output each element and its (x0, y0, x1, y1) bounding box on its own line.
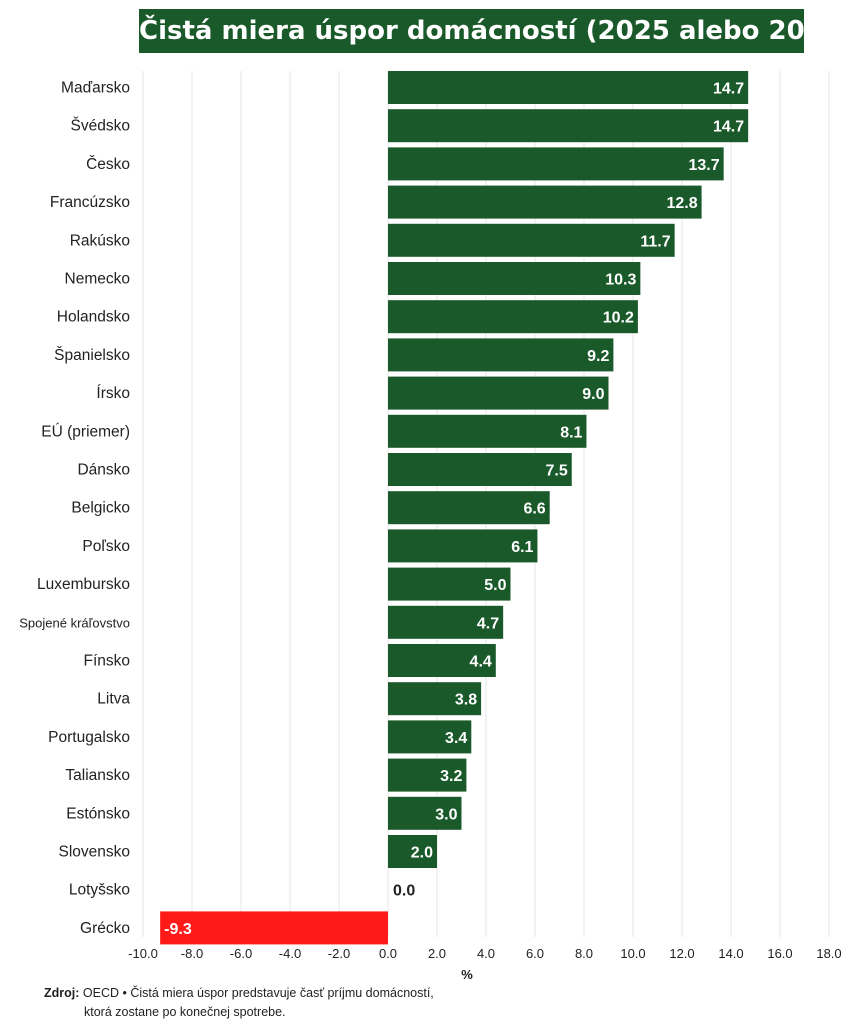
value-label: -9.3 (164, 921, 192, 938)
bar (388, 605, 504, 639)
category-label: Lotyšsko (69, 882, 130, 899)
bar (388, 300, 638, 334)
value-label: 3.0 (435, 806, 457, 823)
x-tick-label: 18.0 (816, 946, 841, 961)
x-tick-label: -6.0 (230, 946, 252, 961)
value-label: 13.7 (689, 157, 720, 174)
bar (388, 835, 437, 868)
category-label: Dánsko (77, 462, 130, 479)
source-text-line-1: OECD • Čistá miera úspor predstavuje čas… (82, 986, 434, 1000)
category-label: Portugalsko (48, 729, 130, 746)
value-labels: 14.7 14.7 13.7 12.8 11.7 10.3 10.2 9.2 9.0 8.1 7.5… (164, 81, 744, 938)
category-label: Francúzsko (50, 194, 130, 211)
bar (388, 644, 496, 677)
bar (388, 796, 462, 830)
x-tick-label: 6.0 (526, 946, 544, 961)
value-label: 3.8 (455, 692, 477, 709)
category-label: Luxembursko (37, 576, 130, 593)
category-label: Fínsko (83, 653, 130, 670)
category-label: Belgicko (71, 500, 130, 517)
x-tick-label: -4.0 (279, 946, 301, 961)
bar (388, 720, 472, 754)
value-label: 12.8 (666, 195, 697, 212)
x-tick-label: 2.0 (428, 946, 446, 961)
bar (388, 758, 467, 792)
value-label: 11.7 (640, 233, 670, 250)
x-tick-label: 4.0 (477, 946, 495, 961)
x-tick-label: -10.0 (128, 946, 158, 961)
category-label: Grécko (80, 920, 130, 937)
bar (388, 338, 614, 372)
category-label: Estónsko (66, 805, 130, 822)
category-label: Holandsko (57, 309, 130, 326)
value-label: 2.0 (411, 845, 433, 862)
bar (388, 682, 482, 716)
category-label: Nemecko (65, 271, 130, 288)
category-label: Slovensko (58, 844, 130, 861)
bar (160, 911, 388, 945)
category-label: EÚ (priemer) (41, 423, 130, 440)
source-note: Zdroj: OECD • Čistá miera úspor predstav… (44, 984, 434, 1022)
value-label: 7.5 (546, 463, 568, 480)
value-label: 10.2 (603, 310, 634, 327)
value-label: 14.7 (713, 81, 744, 98)
category-label: Poľsko (82, 538, 130, 555)
bar (388, 376, 609, 410)
x-tick-label: 14.0 (718, 946, 743, 961)
source-text-line-2: ktorá zostane po konečnej spotrebe. (84, 1005, 286, 1019)
x-tick-label: 10.0 (620, 946, 645, 961)
x-axis-ticks: -10.0 -8.0 -6.0 -4.0 -2.0 0.0 2.0 4.0 6.0 8.0 10.0… (128, 946, 841, 961)
x-axis-label: % (461, 967, 473, 982)
bar (388, 567, 511, 601)
category-label: Švédsko (71, 118, 130, 135)
x-tick-label: 8.0 (575, 946, 593, 961)
value-label: 5.0 (484, 577, 506, 594)
category-label: Španielsko (54, 347, 130, 364)
category-label: Česko (86, 156, 130, 173)
bar (388, 262, 641, 295)
source-label: Zdroj: (44, 986, 80, 1000)
category-label: Írsko (96, 385, 130, 402)
category-label: Spojené kráľovstvo (19, 615, 130, 630)
x-tick-label: 12.0 (669, 946, 694, 961)
bar (388, 223, 675, 257)
bar (388, 414, 587, 448)
bar (388, 109, 749, 143)
x-tick-label: 16.0 (767, 946, 792, 961)
value-label: 3.2 (440, 768, 462, 785)
category-label: Maďarsko (61, 80, 130, 97)
value-label: 3.4 (445, 730, 467, 747)
bar (388, 71, 749, 104)
bar (388, 453, 572, 486)
bar (388, 491, 550, 525)
x-tick-label: -2.0 (328, 946, 350, 961)
category-label: Rakúsko (70, 232, 130, 249)
value-label: 6.6 (523, 501, 545, 518)
bar (388, 147, 724, 181)
chart-title: Čistá miera úspor domácností (2025 alebo… (139, 9, 853, 53)
x-tick-label: 0.0 (379, 946, 397, 961)
value-label: 4.7 (477, 615, 499, 632)
bar-chart: Maďarsko Švédsko Česko Francúzsko Rakúsko Nem… (19, 71, 842, 982)
value-label: 9.2 (587, 348, 609, 365)
value-label: 8.1 (560, 424, 582, 441)
category-label: Litva (97, 691, 130, 708)
value-label: 9.0 (582, 386, 604, 403)
bar (388, 529, 538, 563)
value-label: 4.4 (470, 654, 492, 671)
category-label: Taliansko (65, 767, 130, 784)
category-labels: Maďarsko Švédsko Česko Francúzsko Rakúsko Nem… (19, 80, 130, 937)
value-label: 10.3 (605, 272, 636, 289)
bar (388, 185, 702, 219)
x-tick-label: -8.0 (181, 946, 203, 961)
value-label: 0.0 (393, 883, 415, 900)
bars (160, 71, 749, 945)
value-label: 6.1 (511, 539, 533, 556)
value-label: 14.7 (713, 119, 744, 136)
